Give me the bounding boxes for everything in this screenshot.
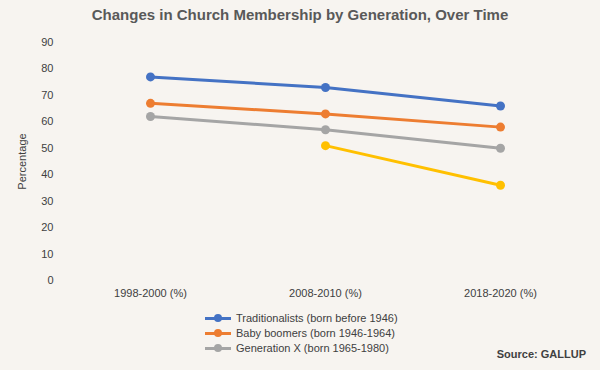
html-text:Baby boomers (born 1946-1964): Baby boomers (born 1946-1964) [236,326,395,339]
svg-text:1998-2000 (%): 1998-2000 (%) [114,287,187,299]
svg-text:60: 60 [41,115,53,127]
svg-text:0: 0 [47,274,53,286]
svg-text:20: 20 [41,221,53,233]
svg-text:30: 30 [41,195,53,207]
svg-text:10: 10 [41,248,53,260]
svg-text:Percentage: Percentage [16,133,28,189]
svg-text:2018-2020 (%): 2018-2020 (%) [464,287,537,299]
html-text:Changes in Church Membership b: Changes in Church Membership by Generati… [91,6,509,23]
svg-text:80: 80 [41,62,53,74]
html-text:Generation X (born 1965-1980): Generation X (born 1965-1980) [236,341,389,354]
svg-text:2008-2010 (%): 2008-2010 (%) [289,287,362,299]
svg-text:50: 50 [41,142,53,154]
html-text:Source: GALLUP: Source: GALLUP [496,348,586,360]
html-text:Traditionalists (born before 1: Traditionalists (born before 1946) [236,311,398,324]
svg-text:70: 70 [41,89,53,101]
svg-text:40: 40 [41,168,53,180]
svg-text:90: 90 [41,36,53,48]
